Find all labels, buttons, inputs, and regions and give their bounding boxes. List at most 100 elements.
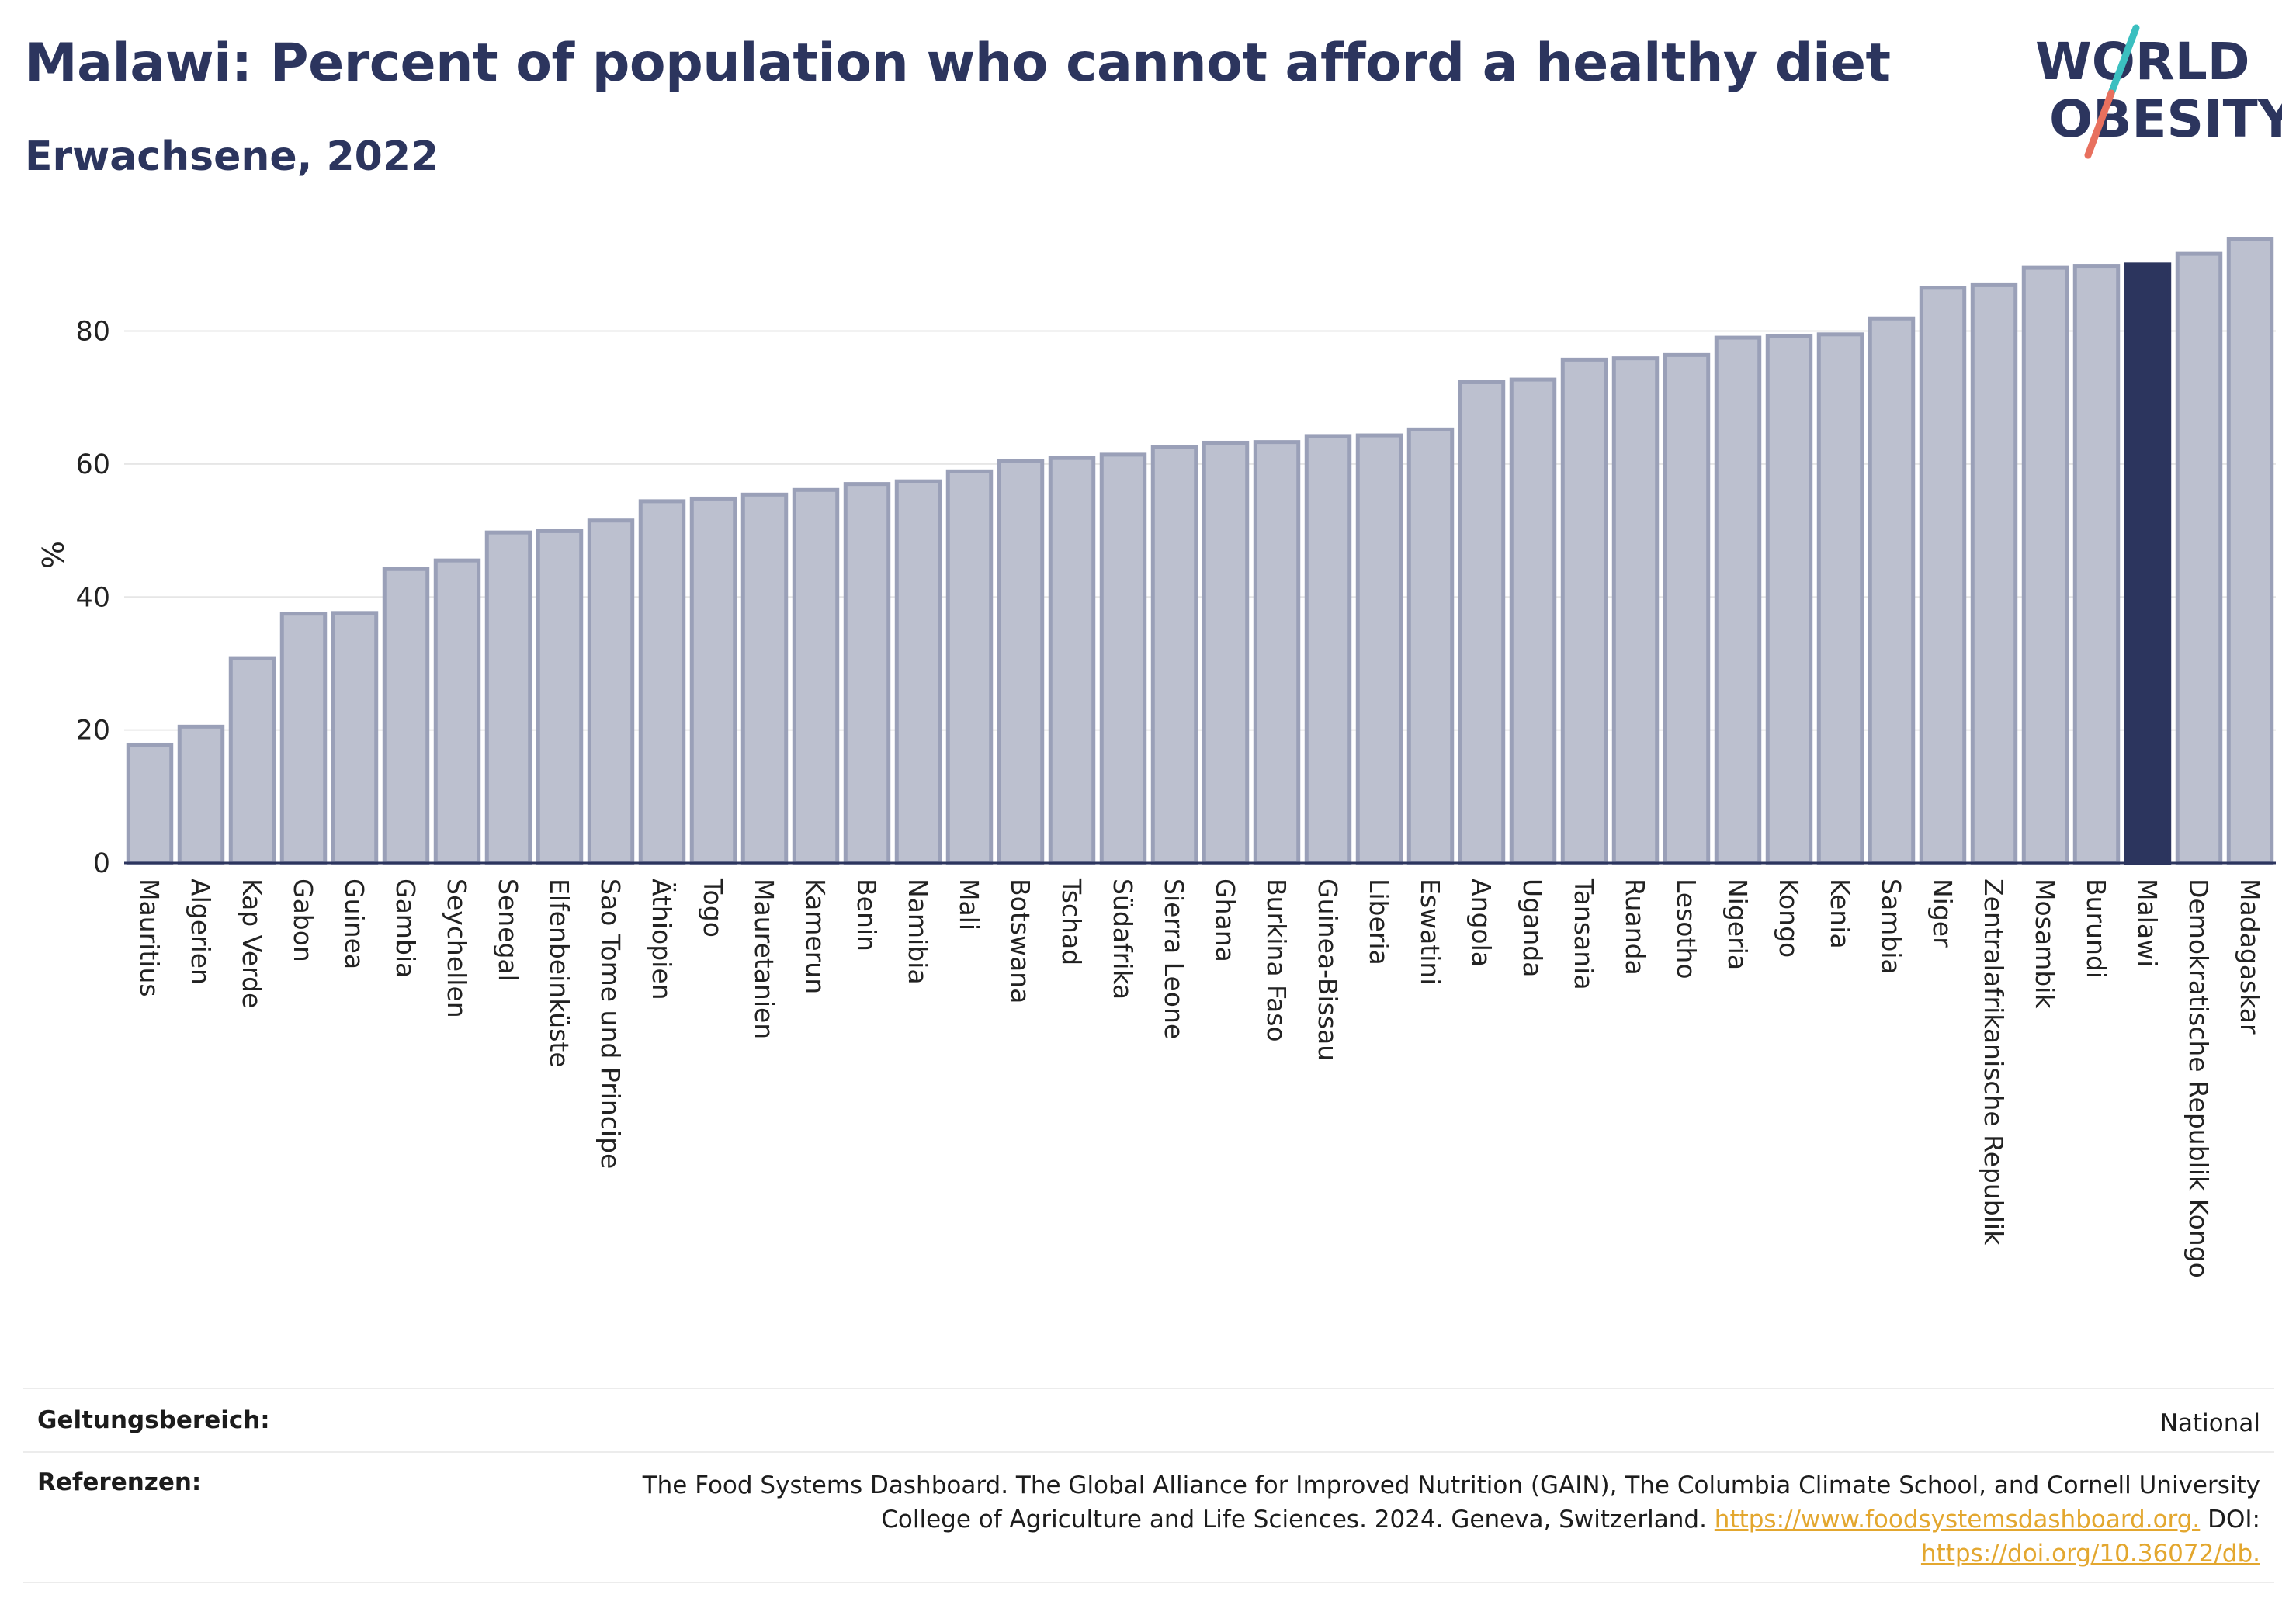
- references-line-2: College of Agriculture and Life Sciences…: [397, 1502, 2260, 1537]
- bar: [1048, 456, 1096, 865]
- footer-divider-middle: [23, 1451, 2274, 1453]
- bar: [228, 656, 276, 865]
- x-tick-label: Sierra Leone: [1159, 879, 1189, 1039]
- bar: [1919, 286, 1967, 865]
- x-tick-label: Äthiopien: [647, 879, 677, 1000]
- world-obesity-logo: WORLD OBESITY: [2035, 24, 2282, 159]
- bar: [1304, 434, 1352, 865]
- doi-link[interactable]: https://doi.org/10.36072/db.: [1920, 1540, 2260, 1568]
- scope-value: National: [2159, 1409, 2260, 1437]
- bar: [689, 496, 737, 865]
- x-tick-label: Mauretanien: [749, 879, 779, 1039]
- bar: [126, 742, 174, 865]
- x-tick-label: Nigeria: [1722, 879, 1753, 970]
- bar: [2072, 264, 2121, 865]
- bar: [638, 499, 686, 865]
- x-tick-label: Namibia: [903, 879, 933, 985]
- y-tick-label: 60: [75, 449, 110, 480]
- bar: [382, 567, 430, 865]
- x-tick-label: Algerien: [186, 879, 216, 985]
- x-tick-label: Südafrika: [1108, 879, 1138, 1000]
- x-tick-label: Madagaskar: [2235, 879, 2265, 1035]
- bar: [792, 487, 840, 865]
- y-axis-label: %: [35, 541, 69, 569]
- bar: [2021, 265, 2069, 865]
- x-tick-label: Lesotho: [1671, 879, 1701, 979]
- bar: [2175, 251, 2223, 865]
- bar: [587, 518, 635, 865]
- x-tick-label: Ghana: [1210, 879, 1240, 962]
- bar: [1458, 380, 1506, 865]
- x-tick-label: Angola: [1466, 879, 1497, 967]
- x-tick-label: Gambia: [390, 879, 421, 978]
- logo-slash-top: [2107, 24, 2140, 97]
- x-tick-label: Seychellen: [442, 879, 472, 1018]
- bar: [536, 529, 584, 865]
- references-line-3: https://doi.org/10.36072/db.: [397, 1537, 2260, 1571]
- x-tick-label: Niger: [1927, 879, 1958, 948]
- x-tick-label: Mali: [954, 879, 984, 931]
- bar: [1663, 352, 1711, 865]
- bar: [843, 482, 891, 865]
- x-tick-label: Burundi: [2081, 879, 2111, 979]
- bar: [177, 724, 225, 865]
- bar: [1253, 440, 1301, 865]
- bar-chart: Mauritius Algerien Kap Verde Gabon Guinea Gam…: [35, 237, 2276, 1278]
- bar: [331, 611, 379, 865]
- scope-label: Geltungsbereich:: [37, 1406, 270, 1434]
- x-tick-label: Senegal: [493, 879, 523, 982]
- references-line-2-text: College of Agriculture and Life Sciences…: [881, 1506, 1707, 1534]
- dashboard-link[interactable]: https://www.foodsystemsdashboard.org.: [1714, 1506, 2201, 1534]
- bar: [433, 558, 481, 865]
- footer-scope-row: Geltungsbereich: National: [23, 1406, 2274, 1445]
- x-tick-label: Uganda: [1517, 879, 1548, 977]
- grid-lines: [124, 330, 2276, 731]
- x-tick-label: Burkina Faso: [1261, 879, 1292, 1042]
- bars: [124, 237, 2276, 865]
- y-tick-label: 40: [75, 582, 110, 613]
- bar: [894, 479, 942, 865]
- bar: [1560, 357, 1608, 865]
- logo-slash-bottom: [2084, 89, 2115, 159]
- x-tick-label: Liberia: [1364, 879, 1394, 965]
- footer-divider-bottom: [23, 1582, 2274, 1583]
- x-tick-label: Kenia: [1825, 879, 1855, 949]
- x-tick-label: Malawi: [2132, 879, 2162, 967]
- x-tick-label: Eswatini: [1415, 879, 1445, 985]
- bar: [484, 530, 532, 865]
- x-tick-labels: Mauritius Algerien Kap Verde Gabon Guinea Gam…: [134, 878, 2265, 1278]
- bar: [1970, 282, 2018, 865]
- bar: [1150, 445, 1198, 865]
- chart-title: Malawi: Percent of population who cannot…: [25, 33, 1891, 94]
- x-tick-label: Benin: [851, 879, 882, 951]
- bar: [740, 492, 789, 865]
- bar: [1714, 335, 1762, 865]
- bar: [1509, 377, 1557, 865]
- references-text: The Food Systems Dashboard. The Global A…: [397, 1468, 2260, 1571]
- y-tick-label: 20: [75, 716, 110, 747]
- footer-divider-top: [23, 1388, 2274, 1389]
- bar: [1406, 427, 1455, 865]
- x-tick-label: Guinea: [339, 879, 369, 969]
- x-tick-label: Sao Tome und Principe: [595, 879, 626, 1169]
- x-tick-label: Demokratische Republik Kongo: [2183, 879, 2214, 1278]
- y-tick-labels: 0 20 40 60 80: [75, 317, 110, 879]
- x-tick-label: Botswana: [1005, 879, 1035, 1003]
- bar: [1099, 452, 1147, 865]
- bar: [1202, 440, 1250, 865]
- bar: [1868, 316, 1916, 865]
- x-tick-label: Mosambik: [2030, 879, 2060, 1009]
- x-tick-label: Togo: [698, 878, 728, 938]
- references-label: Referenzen:: [37, 1468, 202, 1496]
- x-tick-label: Elfenbeinküste: [544, 879, 574, 1068]
- bar: [1765, 334, 1813, 865]
- x-tick-label: Gabon: [288, 879, 318, 962]
- x-tick-label: Kamerun: [800, 879, 831, 994]
- references-line-1: The Food Systems Dashboard. The Global A…: [642, 1471, 2260, 1499]
- x-tick-label: Ruanda: [1620, 879, 1650, 976]
- x-tick-label: Kap Verde: [237, 879, 267, 1008]
- bar: [1816, 332, 1864, 865]
- y-tick-label: 0: [93, 848, 110, 879]
- x-tick-label: Tansania: [1569, 878, 1599, 990]
- x-tick-label: Sambia: [1876, 879, 1906, 975]
